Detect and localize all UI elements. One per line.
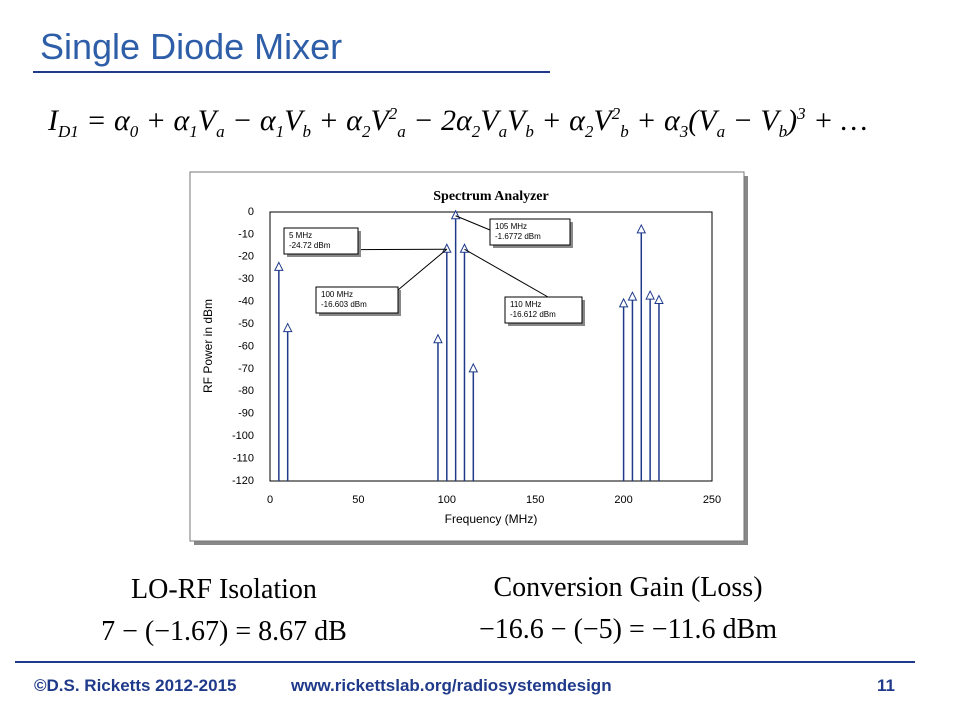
slide-title: Single Diode Mixer: [40, 26, 343, 67]
equation-subscript: 1: [189, 122, 198, 141]
x-tick-label: 200: [614, 494, 632, 506]
callout-freq: 100 MHz: [321, 290, 353, 299]
x-tick-label: 100: [438, 494, 456, 506]
equation-subscript: 2: [471, 122, 481, 141]
callout-box: [489, 218, 571, 246]
equation-subscript: a: [397, 122, 406, 141]
equation-term: + α: [533, 104, 585, 137]
x-tick-label: 50: [352, 494, 364, 506]
y-tick-label: -80: [238, 385, 254, 397]
result-formula: 7 − (−1.67) = 8.67 dB: [101, 616, 347, 647]
equation-subscript: b: [620, 122, 629, 141]
equation-term: V: [284, 104, 303, 137]
callout-power: -16.612 dBm: [510, 310, 556, 319]
y-tick-label: -120: [232, 475, 254, 487]
marker: [433, 333, 443, 344]
equation-subscript: 0: [129, 122, 139, 141]
callout-power: -16.603 dBm: [321, 300, 367, 309]
equation-subscript: 1: [275, 122, 285, 141]
plot-area: [269, 211, 713, 482]
equation-term: V: [370, 104, 389, 137]
equation-term: V: [507, 104, 526, 137]
callout-leader: [455, 215, 491, 231]
marker: [468, 362, 479, 373]
callout-leader: [464, 248, 549, 298]
equation-term: − α: [224, 104, 276, 137]
footer-rule: [15, 661, 915, 663]
equation-subscript: a: [216, 122, 225, 141]
equation-subscript: 2: [584, 122, 594, 141]
callout-power: -24.72 dBm: [289, 241, 331, 250]
equation-term: ): [787, 104, 798, 137]
result-title: Conversion Gain (Loss): [493, 572, 763, 603]
equation-subscript: D1: [58, 122, 79, 141]
y-tick-label: -100: [232, 430, 254, 442]
equation-superscript: 2: [611, 104, 621, 123]
equation-term: − V: [725, 104, 779, 137]
callout-leader: [397, 248, 448, 291]
equation-term: V: [593, 104, 612, 137]
callout-freq: 110 MHz: [510, 300, 541, 309]
equation-superscript: 2: [388, 104, 398, 123]
y-tick-label: 0: [248, 206, 254, 218]
marker: [654, 294, 664, 305]
marker: [636, 223, 647, 234]
equation-term: + α: [310, 104, 362, 137]
callout-box: [315, 286, 399, 314]
y-tick-label: -10: [238, 228, 254, 240]
marker: [627, 291, 638, 301]
equation-subscript: b: [525, 122, 534, 141]
equation-subscript: 3: [679, 122, 689, 141]
equation-subscript: a: [716, 122, 726, 141]
marker: [645, 289, 655, 300]
marker: [441, 243, 452, 253]
marker: [618, 297, 629, 308]
equation-term: (V: [688, 104, 717, 137]
equation-term: + α: [138, 104, 190, 137]
y-tick-label: -110: [233, 452, 254, 464]
y-tick-label: -70: [238, 363, 254, 375]
chart-title: Spectrum Analyzer: [433, 189, 548, 204]
equation-term: + α: [628, 104, 680, 137]
callout-freq: 105 MHz: [495, 222, 527, 231]
chart-frame: [189, 171, 745, 542]
y-tick-label: -50: [238, 318, 254, 330]
equation-term: = α: [78, 104, 130, 137]
result-title: LO-RF Isolation: [131, 574, 317, 605]
equation-term: V: [480, 104, 499, 137]
x-tick-label: 150: [526, 494, 544, 506]
equation-term: V: [197, 104, 217, 137]
equation-subscript: a: [498, 122, 508, 141]
y-tick-label: -60: [238, 340, 254, 352]
equation-subscript: 2: [361, 122, 371, 141]
callout-box: [504, 296, 583, 324]
marker: [282, 322, 293, 333]
equation: ID1 = α0 + α1Va − α1Vb + α2V2a − 2α2VaVb…: [48, 104, 868, 142]
url: www.rickettslab.org/radiosystemdesign: [291, 676, 612, 695]
result-formula: −16.6 − (−5) = −11.6 dBm: [478, 614, 778, 645]
equation-subscript: b: [778, 122, 788, 141]
page-number: 11: [877, 676, 895, 695]
equation-term: − 2α: [405, 104, 472, 137]
marker: [274, 261, 284, 271]
y-tick-label: -90: [238, 408, 254, 420]
x-axis-label: Frequency (MHz): [445, 512, 538, 526]
equation-term: I: [48, 104, 58, 137]
x-tick-label: 0: [267, 494, 273, 506]
callout-box: [283, 227, 359, 255]
callout-power: -1.6772 dBm: [495, 232, 541, 241]
callout-freq: 5 MHz: [289, 231, 312, 240]
y-tick-label: -30: [238, 273, 254, 285]
y-tick-label: -40: [238, 296, 254, 308]
copyright: ©D.S. Ricketts 2012-2015: [34, 676, 237, 695]
equation-subscript: b: [302, 122, 311, 141]
x-tick-label: 250: [703, 494, 721, 506]
equation-superscript: 3: [797, 104, 806, 123]
equation-term: + …: [805, 104, 868, 137]
y-axis-label: RF Power in dBm: [201, 299, 215, 393]
y-tick-label: -20: [238, 251, 254, 263]
chart: Spectrum Analyzer Frequency (MHz) RF Pow…: [189, 171, 748, 545]
title-rule: [33, 71, 550, 73]
